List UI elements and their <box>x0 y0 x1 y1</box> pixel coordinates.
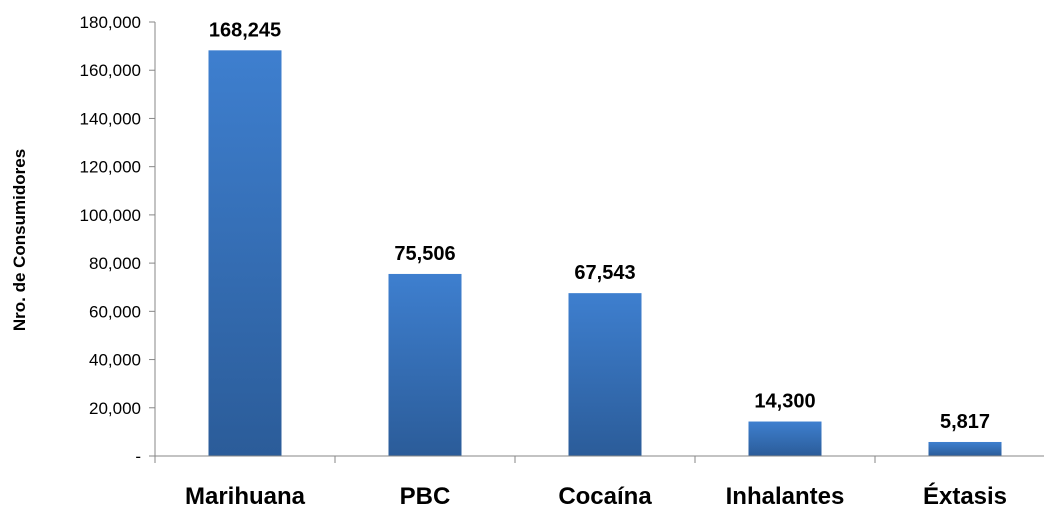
y-axis-label: Nro. de Consumidores <box>10 149 29 331</box>
y-tick-label: 100,000 <box>80 206 141 225</box>
data-label-3: 14,300 <box>754 391 815 413</box>
x-axis: Marihuana PBC Cocaína Inhalantes Éxtasis <box>154 455 1044 505</box>
bar-3 <box>748 421 822 456</box>
bar-0 <box>208 50 282 456</box>
y-tick-label: 80,000 <box>89 254 141 273</box>
y-tick-label: 160,000 <box>80 61 141 80</box>
bars-group: 168,245 75,506 67,543 14,300 5,817 <box>208 19 1002 456</box>
y-tick-label: 20,000 <box>89 399 141 418</box>
category-label-2: Cocaína <box>558 483 652 505</box>
category-label-3: Inhalantes <box>726 483 845 505</box>
y-tick-label: 120,000 <box>80 158 141 177</box>
y-tick-label: 140,000 <box>80 109 141 128</box>
category-label-1: PBC <box>400 483 451 505</box>
y-tick-label: 40,000 <box>89 351 141 370</box>
y-axis: - 20,000 40,000 60,000 80,000 100,000 120,000 1… <box>80 13 156 466</box>
data-label-2: 67,543 <box>574 262 635 284</box>
bar-1 <box>388 273 462 456</box>
data-label-1: 75,506 <box>394 243 455 265</box>
category-label-4: Éxtasis <box>923 482 1007 505</box>
category-label-0: Marihuana <box>185 483 306 505</box>
data-label-4: 5,817 <box>940 411 990 433</box>
y-tick-label: - <box>135 447 141 466</box>
y-tick-label: 180,000 <box>80 13 141 32</box>
y-tick-label: 60,000 <box>89 302 141 321</box>
bar-4 <box>928 441 1002 456</box>
bar-2 <box>568 293 642 456</box>
data-label-0: 168,245 <box>209 19 281 41</box>
